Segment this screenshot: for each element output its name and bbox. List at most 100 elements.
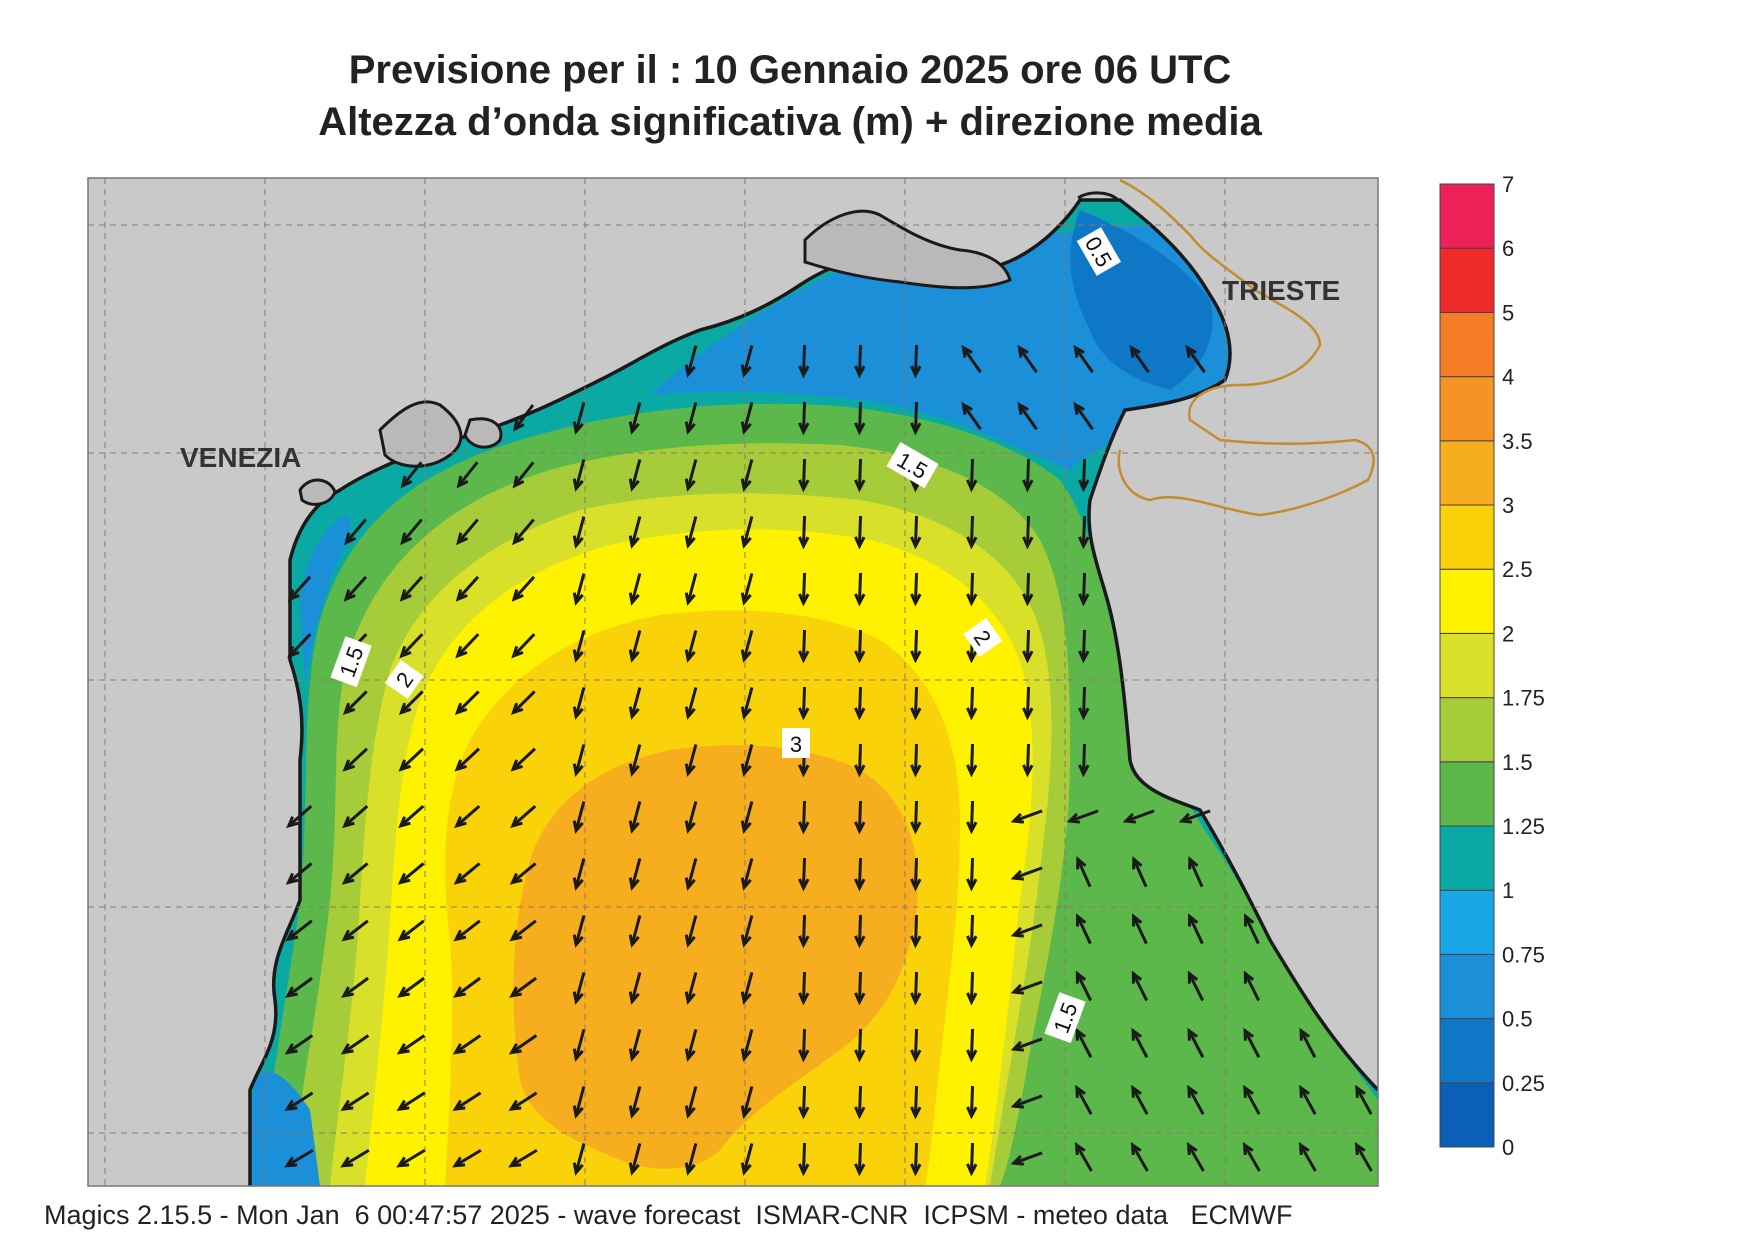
direction-arrow-shaft: [511, 919, 537, 941]
direction-arrow-shaft: [913, 971, 919, 1003]
city-label-venezia: VENEZIA: [180, 442, 301, 473]
direction-arrow-head: [1017, 401, 1029, 415]
colorbar-swatch: [1439, 953, 1495, 1020]
direction-arrow-shaft: [742, 687, 754, 717]
direction-arrow-head: [341, 872, 355, 885]
direction-arrow-shaft: [801, 1085, 807, 1117]
direction-arrow-shaft: [574, 1029, 586, 1059]
direction-arrow-head: [1010, 812, 1025, 824]
direction-arrow-head: [628, 649, 640, 663]
direction-arrow-head: [628, 706, 640, 720]
direction-arrow-shaft: [512, 747, 536, 771]
direction-arrow-shaft: [1025, 686, 1031, 718]
direction-arrow-head: [740, 364, 752, 378]
direction-arrow-shaft: [288, 633, 312, 657]
direction-arrow-shaft: [913, 686, 919, 718]
contour-labels: 0.5 1.5 1.5 2 2 3: [330, 227, 1121, 1044]
direction-arrow-head: [1131, 1084, 1142, 1098]
direction-arrow-head: [1010, 1097, 1025, 1109]
direction-arrow-shaft: [574, 1086, 586, 1116]
direction-arrow-head: [684, 649, 696, 663]
contour-label-3: 3: [790, 732, 802, 757]
direction-arrow-head: [684, 763, 696, 777]
direction-arrow-shaft: [574, 459, 586, 489]
direction-arrow-shaft: [1013, 980, 1043, 994]
direction-arrow-head: [453, 986, 467, 998]
direction-arrow-head: [454, 702, 468, 715]
direction-arrow-shaft: [1076, 858, 1092, 888]
direction-arrow-head: [456, 532, 469, 546]
direction-arrow-head: [400, 475, 413, 489]
direction-arrow-shaft: [574, 744, 586, 774]
direction-arrow-shaft: [913, 515, 919, 547]
direction-arrow-head: [684, 364, 696, 378]
direction-arrow-head: [628, 421, 640, 435]
direction-arrow-shaft: [400, 575, 424, 601]
color-scale-legend: 0 0.25 0.5 0.75 1 1.25 1.5 1.75 2 2.5 3 3.5 4 5 6 7: [1439, 172, 1545, 1160]
direction-arrow-shaft: [630, 744, 642, 774]
direction-arrow-shaft: [1013, 1037, 1043, 1051]
direction-arrow-shaft: [1081, 686, 1087, 718]
direction-arrow-shaft: [742, 459, 754, 489]
direction-arrow-head: [572, 592, 584, 606]
direction-arrow-head: [341, 986, 355, 998]
direction-arrow-shaft: [457, 518, 479, 544]
direction-arrow-head: [798, 764, 810, 778]
direction-arrow-head: [1074, 1141, 1086, 1156]
direction-arrow-shaft: [630, 915, 642, 945]
direction-arrow-shaft: [913, 572, 919, 604]
direction-arrow-head: [854, 593, 866, 607]
direction-arrow-head: [966, 764, 978, 778]
direction-arrow-shaft: [686, 402, 698, 432]
direction-arrow-shaft: [286, 1148, 314, 1168]
direction-arrow-head: [287, 645, 300, 659]
direction-arrow-head: [1078, 764, 1090, 778]
direction-arrow-shaft: [344, 575, 368, 601]
direction-arrow-shaft: [574, 687, 586, 717]
direction-arrow-head: [572, 820, 584, 834]
map-title-parameter: Altezza d’onda significativa (m) + direz…: [318, 100, 1262, 144]
direction-arrow-shaft: [1013, 809, 1043, 823]
direction-arrow-head: [1017, 344, 1029, 358]
direction-arrow-head: [1022, 593, 1034, 607]
direction-arrow-head: [854, 935, 866, 949]
direction-arrow-shaft: [1188, 972, 1204, 1002]
map-frame: [87, 177, 1379, 1187]
direction-arrow-shaft: [1025, 629, 1031, 661]
colorbar-tick-label: 5: [1502, 300, 1514, 325]
direction-arrow-shaft: [801, 971, 807, 1003]
direction-arrow-head: [628, 592, 640, 606]
direction-arrow-head: [284, 1043, 298, 1055]
direction-arrow-shaft: [457, 461, 479, 487]
direction-arrow-shaft: [630, 573, 642, 603]
direction-arrow-head: [910, 1049, 922, 1063]
direction-arrow-shaft: [857, 1085, 863, 1117]
direction-arrow-shaft: [1013, 923, 1043, 937]
direction-arrow-shaft: [857, 458, 863, 490]
direction-arrow-head: [1022, 764, 1034, 778]
direction-arrow-head: [572, 649, 584, 663]
direction-arrow-head: [1076, 913, 1087, 927]
direction-arrow-shaft: [1186, 346, 1206, 374]
direction-arrow-head: [628, 991, 640, 1005]
direction-arrow-shaft: [511, 976, 537, 998]
trieste-peninsula: [1077, 191, 1120, 202]
direction-arrow-head: [798, 821, 810, 835]
direction-arrow-shaft: [686, 459, 698, 489]
direction-arrow-shaft: [511, 804, 537, 828]
direction-arrow-shaft: [1244, 915, 1260, 945]
direction-arrow-head: [1129, 344, 1141, 358]
direction-arrow-head: [453, 929, 467, 942]
direction-arrow-shaft: [399, 862, 425, 884]
direction-arrow-head: [1188, 913, 1199, 927]
direction-arrow-shaft: [455, 919, 481, 941]
direction-arrow-head: [342, 816, 355, 829]
direction-arrow-shaft: [1081, 515, 1087, 547]
colorbar-tick-label: 1: [1502, 878, 1514, 903]
direction-arrow-shaft: [913, 914, 919, 946]
direction-arrow-head: [454, 759, 468, 772]
direction-arrow-head: [1075, 1084, 1086, 1098]
direction-arrow-head: [572, 877, 584, 891]
direction-arrow-head: [1010, 1154, 1025, 1166]
direction-arrow-head: [1073, 344, 1085, 358]
